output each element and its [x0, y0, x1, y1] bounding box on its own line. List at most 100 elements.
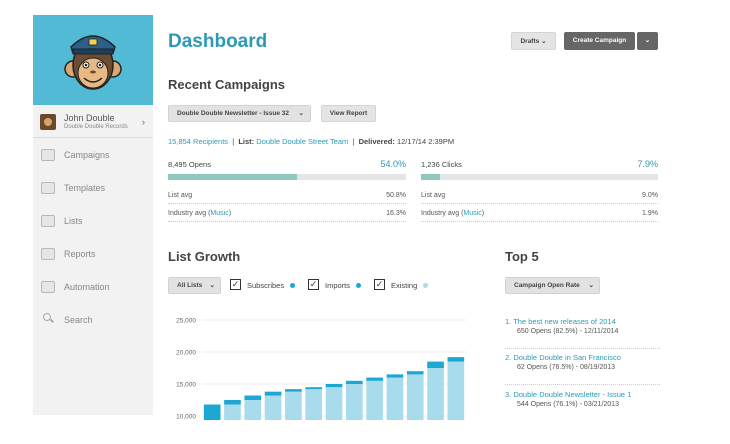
y-tick-label: 20,000	[176, 350, 196, 357]
top5-item-title[interactable]: 3. Double Double Newsletter - Issue 1	[505, 390, 632, 399]
clicks-industry-avg-row: Industry avg (Music) 1.9%	[421, 209, 658, 222]
existing-bar	[366, 380, 383, 420]
top5-item-title[interactable]: 2. Double Double in San Francisco	[505, 353, 621, 362]
drafts-button[interactable]: Drafts ⌄	[511, 32, 556, 50]
chevron-down-icon: ⌄	[541, 38, 547, 45]
clicks-percent: 7.9%	[637, 159, 658, 169]
top5-filter[interactable]: Campaign Open Rate ⌄	[505, 277, 600, 294]
list-link[interactable]: Double Double Street Team	[256, 137, 349, 146]
campaign-select-label: Double Double Newsletter - Issue 32	[177, 110, 289, 117]
opens-bar-fill	[168, 174, 297, 180]
existing-bar	[325, 387, 343, 420]
subscribes-bar	[203, 404, 221, 420]
industry-avg-label: Industry avg (Music)	[168, 210, 231, 217]
sidebar-item-lists[interactable]: Lists	[33, 210, 153, 234]
chart-icon	[41, 248, 55, 260]
imports-checkbox[interactable]: ✓	[308, 279, 319, 290]
sidebar-item-automation[interactable]: Automation	[33, 276, 153, 300]
existing-bar	[406, 374, 424, 420]
sidebar-item-search[interactable]: Search	[33, 309, 153, 333]
sidebar-item-templates[interactable]: Templates	[33, 177, 153, 201]
list-icon	[41, 215, 55, 227]
chevron-down-icon: ⌄	[588, 282, 594, 289]
top5-title: Top 5	[505, 249, 539, 264]
industry-link[interactable]: Music	[463, 210, 482, 217]
clicks-bar	[421, 174, 658, 180]
existing-bar	[285, 391, 302, 420]
existing-bar	[447, 361, 465, 420]
list-label: List:	[238, 137, 255, 146]
logo[interactable]	[33, 15, 153, 105]
lists-filter-label: All Lists	[177, 282, 203, 289]
subscribes-bar	[264, 391, 282, 396]
drafts-label: Drafts	[520, 38, 540, 45]
subscribes-bar	[406, 371, 424, 375]
template-icon	[41, 182, 55, 194]
existing-bar	[244, 400, 262, 420]
list-growth-title: List Growth	[168, 249, 241, 264]
sidebar: John Double Double Double Records › Camp…	[33, 15, 153, 415]
clicks-list-avg-row: List avg 9.0%	[421, 191, 658, 204]
subscribes-bar	[366, 377, 383, 381]
subscribes-checkbox[interactable]: ✓	[230, 279, 241, 290]
subscribes-bar	[325, 384, 343, 388]
subscribes-bar	[345, 380, 363, 384]
industry-avg-value: 16.3%	[386, 210, 406, 217]
list-avg-label: List avg	[168, 192, 193, 199]
view-report-button[interactable]: View Report	[321, 105, 376, 122]
create-campaign-dropdown[interactable]: ⌄	[637, 32, 658, 50]
list-avg-value: 50.8%	[386, 192, 406, 199]
existing-bar	[264, 395, 282, 420]
industry-link[interactable]: Music	[210, 210, 229, 217]
user-menu[interactable]: John Double Double Double Records ›	[33, 108, 153, 138]
y-tick-label: 10,000	[176, 414, 196, 421]
chevron-down-icon: ⌄	[298, 110, 304, 117]
top5-item[interactable]: 1. The best new releases of 2014 650 Ope…	[505, 317, 660, 349]
sidebar-item-label: Lists	[64, 216, 83, 226]
create-campaign-button[interactable]: Create Campaign	[564, 32, 635, 50]
envelope-icon	[41, 149, 55, 161]
top5-item-title[interactable]: 1. The best new releases of 2014	[505, 317, 616, 326]
subscribes-bar	[244, 395, 262, 400]
opens-label: 8,495 Opens	[168, 160, 211, 169]
imports-dot	[356, 283, 361, 288]
top5-item[interactable]: 3. Double Double Newsletter - Issue 1 54…	[505, 390, 660, 422]
subscribes-bar	[386, 374, 404, 378]
imports-label: Imports	[325, 281, 351, 290]
user-name: John Double	[64, 113, 115, 123]
page-title: Dashboard	[168, 31, 268, 52]
industry-avg-text: Industry avg (	[168, 210, 211, 217]
existing-bar	[224, 404, 241, 420]
campaign-select[interactable]: Double Double Newsletter - Issue 32 ⌄	[168, 105, 311, 122]
chevron-down-icon: ⌄	[644, 37, 651, 44]
subscribes-bar	[224, 400, 241, 405]
sidebar-item-campaigns[interactable]: Campaigns	[33, 144, 153, 168]
clicks-label: 1,236 Clicks	[421, 160, 462, 169]
existing-bar	[427, 368, 444, 420]
chevron-right-icon: ›	[142, 117, 145, 127]
search-icon	[43, 313, 51, 321]
top5-item-stats: 62 Opens (76.5%) - 08/19/2013	[517, 364, 616, 371]
opens-industry-avg-row: Industry avg (Music) 16.3%	[168, 209, 406, 222]
delivered-date: 12/17/14 2:39PM	[396, 137, 455, 146]
industry-avg-text: Industry avg (	[421, 210, 464, 217]
existing-label: Existing	[391, 281, 418, 290]
sidebar-item-label: Automation	[64, 282, 110, 292]
recipients-link[interactable]: 15,854 Recipients	[168, 137, 229, 146]
list-avg-value: 9.0%	[642, 192, 658, 199]
y-tick-label: 15,000	[176, 382, 196, 389]
recent-campaigns-title: Recent Campaigns	[168, 77, 286, 92]
opens-percent: 54.0%	[380, 159, 406, 169]
sidebar-item-label: Search	[64, 315, 93, 325]
industry-avg-label: Industry avg (Music)	[421, 210, 484, 217]
existing-bar	[305, 389, 323, 420]
top5-item[interactable]: 2. Double Double in San Francisco 62 Ope…	[505, 353, 660, 385]
lists-filter[interactable]: All Lists ⌄	[168, 277, 221, 294]
industry-close: )	[481, 210, 485, 217]
subscribes-bar	[285, 389, 302, 392]
existing-bar	[345, 384, 363, 420]
subscribes-label: Subscribes	[247, 281, 285, 290]
avatar	[40, 114, 56, 130]
sidebar-item-reports[interactable]: Reports	[33, 243, 153, 267]
existing-checkbox[interactable]: ✓	[374, 279, 385, 290]
